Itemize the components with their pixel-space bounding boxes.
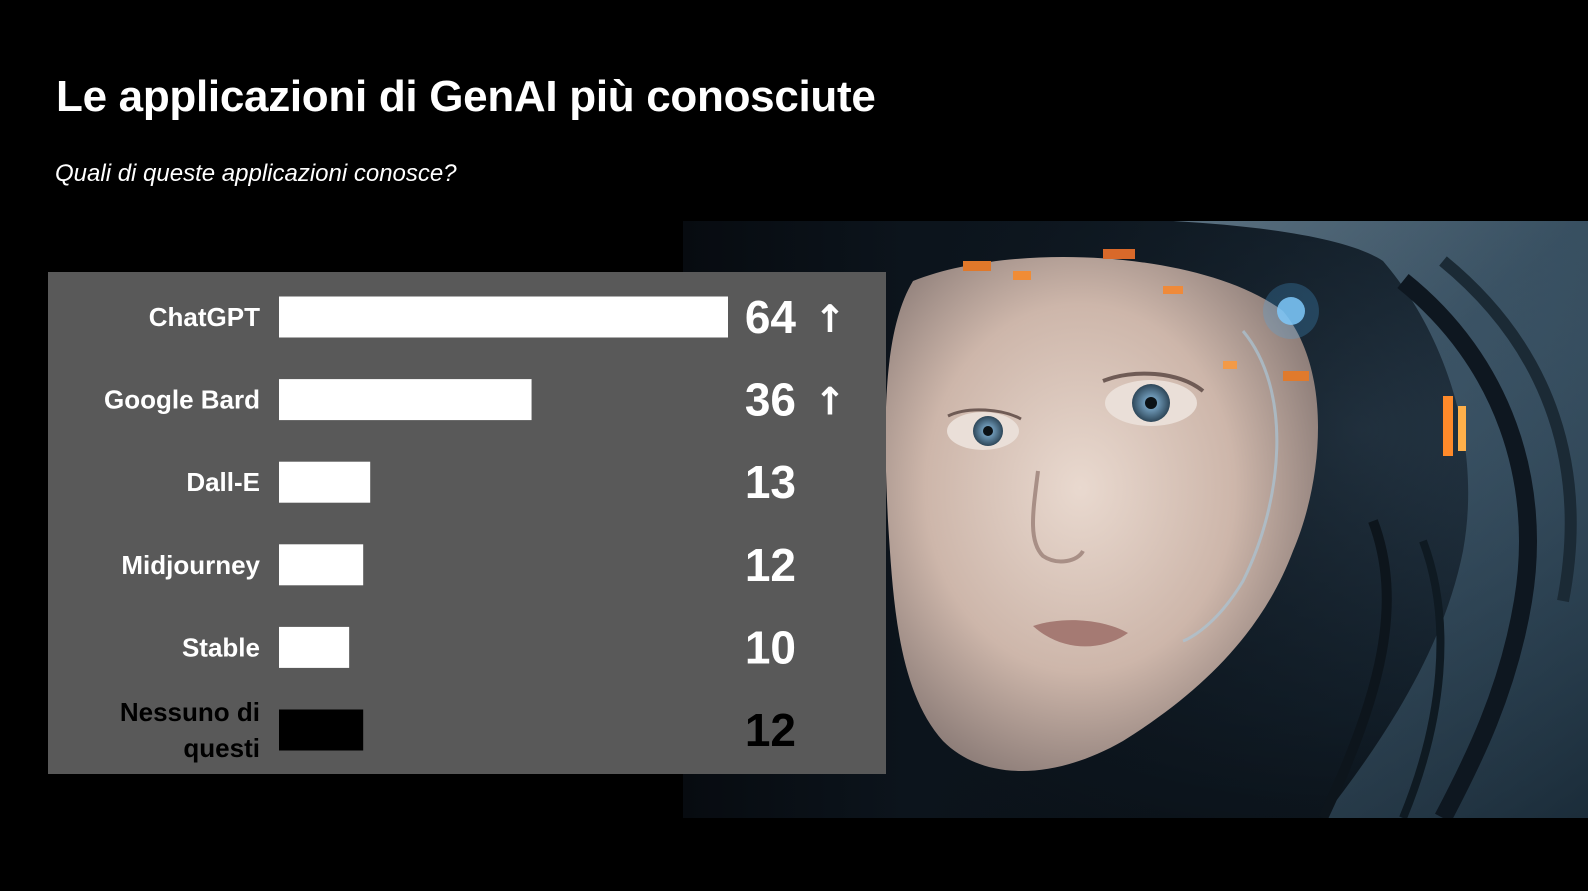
category-label: Midjourney xyxy=(121,550,260,580)
up-arrow-icon: ↑ xyxy=(814,380,846,424)
value-label: 12 xyxy=(745,539,796,591)
category-label: Nessuno di questi xyxy=(120,697,260,763)
category-label: Google Bard xyxy=(104,385,260,415)
bar xyxy=(279,544,364,586)
up-arrow-icon: ↑ xyxy=(814,297,846,341)
value-label: 64 xyxy=(745,291,797,343)
bar-chart: ChatGPT 64 ↑ Google Bard 36 ↑ Dall-E 13 Midjourn… xyxy=(104,291,846,763)
chart-panel: ChatGPT 64 ↑ Google Bard 36 ↑ Dall-E 13 Midjourn… xyxy=(48,272,886,774)
value-label: 12 xyxy=(745,704,796,756)
value-label: 36 xyxy=(745,374,796,426)
category-label: Stable xyxy=(182,632,260,662)
bar xyxy=(279,626,350,668)
bar xyxy=(279,709,364,751)
bar xyxy=(279,296,728,338)
value-label: 10 xyxy=(745,621,796,673)
category-label: ChatGPT xyxy=(149,302,260,332)
value-label: 13 xyxy=(745,456,796,508)
category-label: Dall-E xyxy=(186,467,260,497)
page-title: Le applicazioni di GenAI più conosciute xyxy=(56,72,876,121)
page-subtitle: Quali di queste applicazioni conosce? xyxy=(55,160,457,187)
bar xyxy=(279,379,532,421)
bar xyxy=(279,461,371,503)
